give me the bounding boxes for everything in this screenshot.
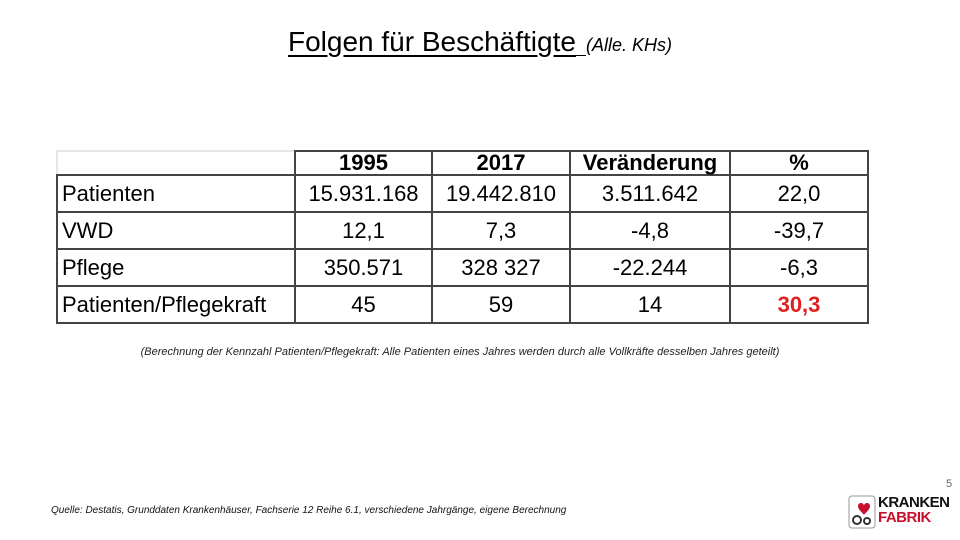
table-cell: 350.571 xyxy=(294,248,433,287)
logo-icon xyxy=(848,495,876,529)
header-cell-1995: 1995 xyxy=(294,150,433,176)
calculation-note: (Berechnung der Kennzahl Patienten/Pfleg… xyxy=(140,346,780,358)
logo-text-kranken: KRANKEN xyxy=(878,494,950,511)
table-cell: -39,7 xyxy=(729,211,869,250)
slide-title: Folgen für Beschäftigte (Alle. KHs) xyxy=(0,26,960,58)
table-cell: 7,3 xyxy=(431,211,571,250)
table-row: VWD 12,1 7,3 -4,8 -39,7 xyxy=(56,211,869,250)
logo-text-fabrik: FABRIK xyxy=(878,509,931,526)
header-cell-2017: 2017 xyxy=(431,150,571,176)
table-cell: 22,0 xyxy=(729,174,869,213)
table-cell: 12,1 xyxy=(294,211,433,250)
title-subtitle: (Alle. KHs) xyxy=(585,35,672,55)
row-label: Patienten xyxy=(56,174,296,213)
table-cell: 15.931.168 xyxy=(294,174,433,213)
krankenfabrik-logo: KRANKEN FABRIK xyxy=(846,492,954,534)
table-cell: -22.244 xyxy=(569,248,731,287)
data-table: 1995 2017 Veränderung % Patienten 15.931… xyxy=(56,150,869,324)
table-row: Patienten 15.931.168 19.442.810 3.511.64… xyxy=(56,174,869,213)
table-cell: -4,8 xyxy=(569,211,731,250)
table-cell-highlight: 30,3 xyxy=(729,285,869,324)
title-main: Folgen für Beschäftigte xyxy=(288,26,576,57)
row-label: Patienten/Pflegekraft xyxy=(56,285,296,324)
header-cell-empty xyxy=(56,150,296,176)
source-citation: Quelle: Destatis, Grunddaten Krankenhäus… xyxy=(51,505,567,516)
data-table-container: 1995 2017 Veränderung % Patienten 15.931… xyxy=(56,150,869,324)
table-cell: 59 xyxy=(431,285,571,324)
header-cell-percent: % xyxy=(729,150,869,176)
table-cell: 19.442.810 xyxy=(431,174,571,213)
page-number: 5 xyxy=(946,478,953,490)
table-cell: 14 xyxy=(569,285,731,324)
row-label: VWD xyxy=(56,211,296,250)
title-gap xyxy=(576,35,586,55)
row-label: Pflege xyxy=(56,248,296,287)
table-cell: 328 327 xyxy=(431,248,571,287)
table-cell: 45 xyxy=(294,285,433,324)
table-header-row: 1995 2017 Veränderung % xyxy=(56,150,869,176)
table-row: Patienten/Pflegekraft 45 59 14 30,3 xyxy=(56,285,869,324)
table-cell: -6,3 xyxy=(729,248,869,287)
header-cell-change: Veränderung xyxy=(569,150,731,176)
table-row: Pflege 350.571 328 327 -22.244 -6,3 xyxy=(56,248,869,287)
table-cell: 3.511.642 xyxy=(569,174,731,213)
